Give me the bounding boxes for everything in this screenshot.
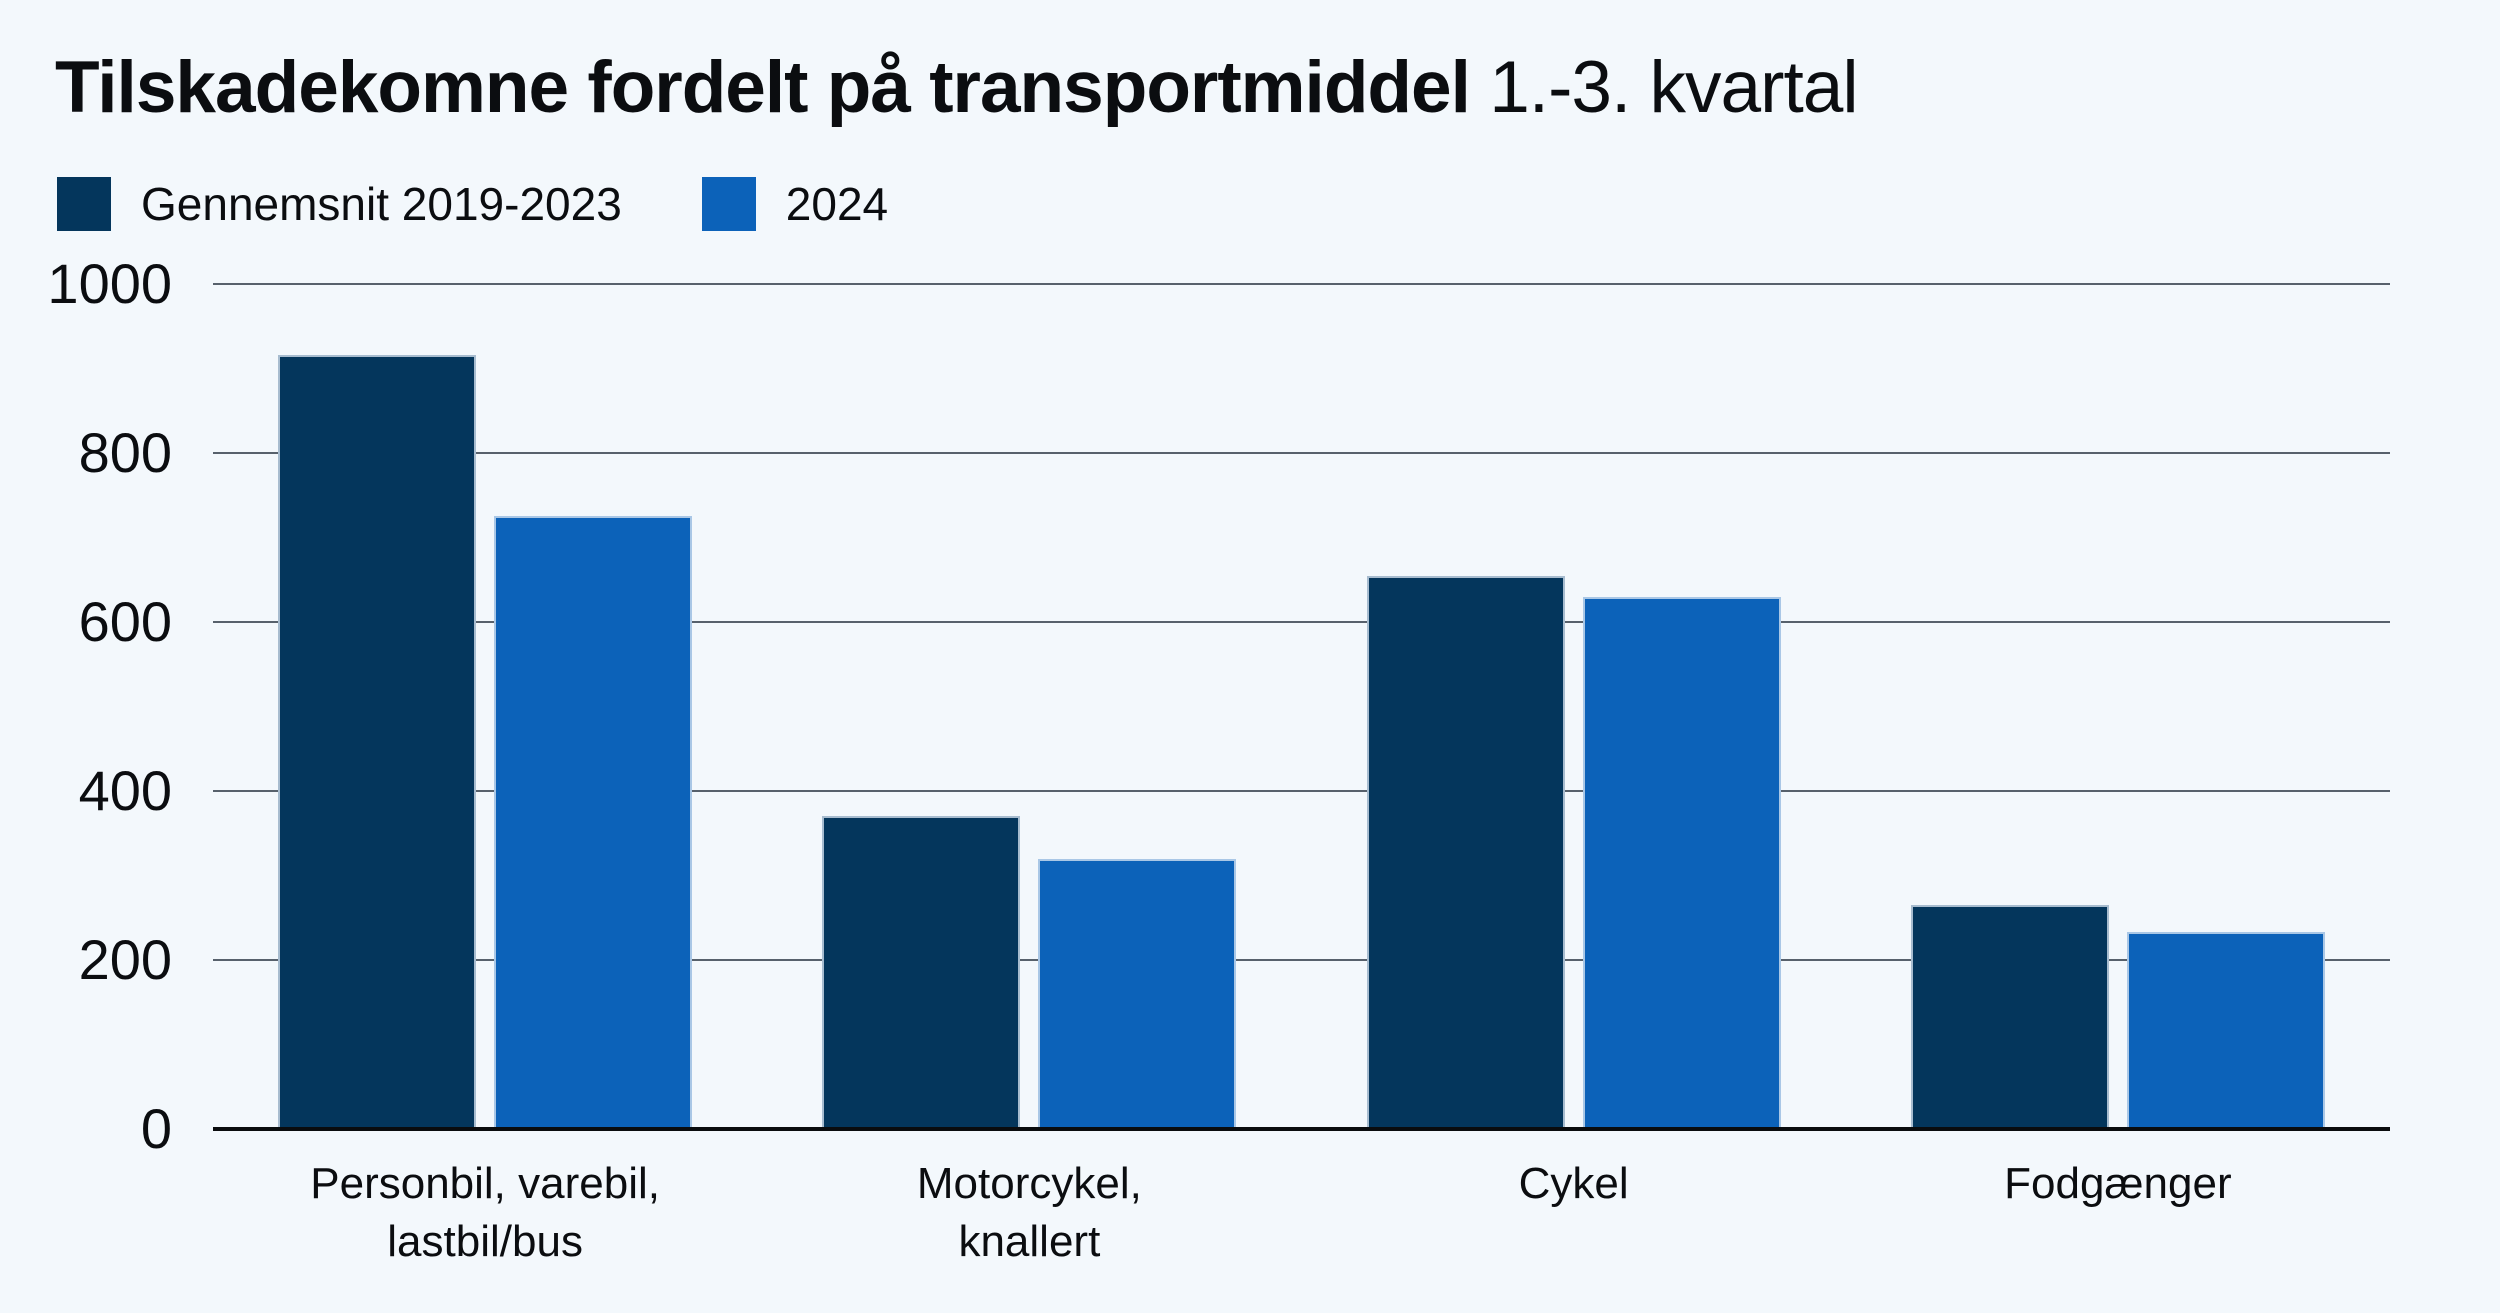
x-axis-label: Personbil, varebil, lastbil/bus bbox=[310, 1159, 660, 1267]
bar-2024 bbox=[1582, 597, 1781, 1129]
chart-title: Tilskadekomne fordelt på transportmiddel… bbox=[55, 46, 1859, 129]
legend-item-average: Gennemsnit 2019-2023 bbox=[57, 177, 622, 231]
gridline-400 bbox=[213, 790, 2390, 792]
gridline-600 bbox=[213, 621, 2390, 623]
y-tick-label-800: 800 bbox=[78, 421, 172, 484]
y-axis: 0 200 400 600 800 1000 bbox=[0, 0, 172, 1313]
y-tick-label-0: 0 bbox=[140, 1097, 172, 1160]
bar-2024 bbox=[494, 516, 693, 1129]
x-axis-label: Motorcykel, knallert bbox=[916, 1159, 1142, 1267]
bar-average-2019-2023 bbox=[278, 354, 477, 1129]
bar-average-2019-2023 bbox=[822, 816, 1021, 1129]
y-tick-label-1000: 1000 bbox=[47, 252, 172, 315]
legend-label: Gennemsnit 2019-2023 bbox=[141, 178, 622, 230]
bar-2024 bbox=[2126, 932, 2325, 1129]
bar-average-2019-2023 bbox=[1366, 576, 1565, 1129]
plot-area bbox=[213, 283, 2390, 1131]
gridline-200 bbox=[213, 959, 2390, 961]
gridline-800 bbox=[213, 452, 2390, 454]
x-axis-baseline bbox=[213, 1127, 2390, 1131]
legend-swatch bbox=[701, 177, 756, 231]
gridline-1000 bbox=[213, 283, 2390, 285]
legend-label: 2024 bbox=[785, 178, 889, 230]
chart-title-main: Tilskadekomne fordelt på transportmiddel bbox=[55, 47, 1471, 128]
bar-2024 bbox=[1038, 858, 1237, 1129]
y-tick-label-200: 200 bbox=[78, 928, 172, 991]
legend: Gennemsnit 2019-2023 2024 bbox=[57, 177, 888, 231]
x-axis-label: Fodgænger bbox=[2004, 1159, 2232, 1208]
legend-swatch bbox=[57, 177, 111, 231]
x-axis-label: Cykel bbox=[1518, 1159, 1629, 1208]
legend-item-2024: 2024 bbox=[701, 177, 889, 231]
y-tick-label-400: 400 bbox=[78, 759, 172, 822]
bar-average-2019-2023 bbox=[1910, 905, 2109, 1129]
chart-title-suffix: 1.-3. kvartal bbox=[1469, 47, 1858, 128]
y-tick-label-600: 600 bbox=[78, 590, 172, 653]
